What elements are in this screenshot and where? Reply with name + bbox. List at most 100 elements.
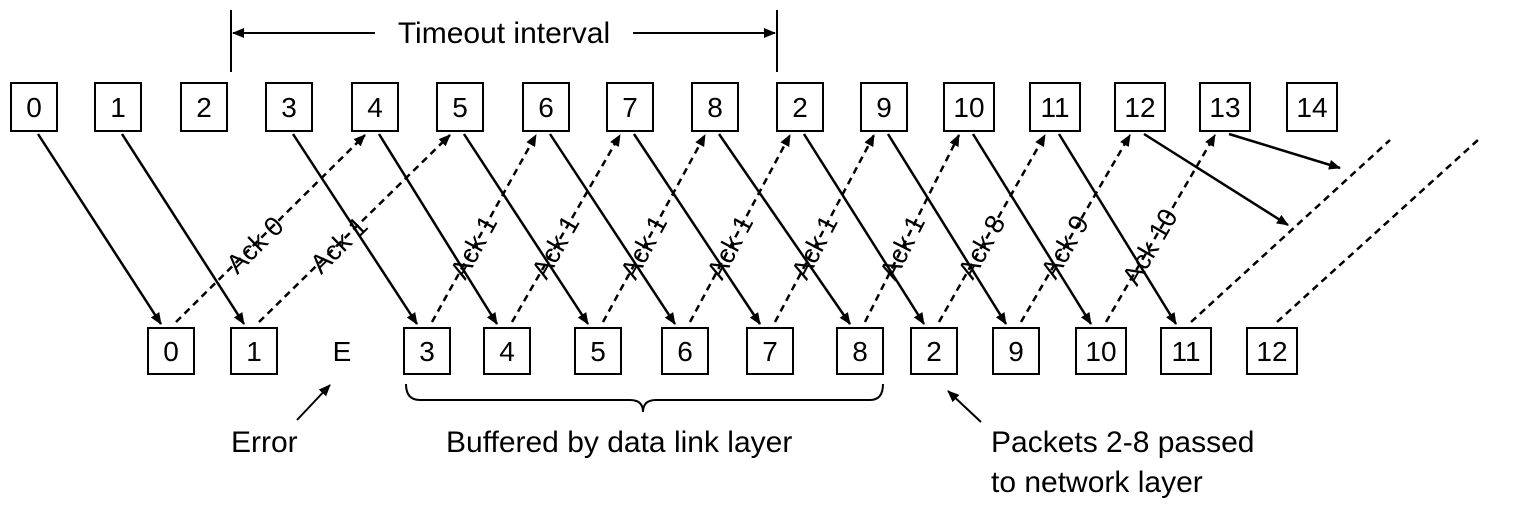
receiver-frame-label: 0 [163,336,179,367]
receiver-frame: 10 [1075,327,1127,375]
error-label: Error [231,426,298,459]
receiver-frame-box [483,327,531,375]
sender-frame-box [1286,82,1338,132]
error-annotation: Error [231,384,331,459]
sender-frame-box [943,82,995,132]
sender-frame-label: 2 [196,92,212,123]
sender-frame-box [1114,82,1166,132]
receiver-frame: E [333,336,352,367]
receiver-frame-label: 8 [852,336,868,367]
sender-frame-box [351,82,399,132]
sender-frame: 0 [10,82,58,132]
receiver-frame: 7 [746,327,794,375]
frame-transmission-line [802,133,926,325]
receiver-frames: 0 1 E 3 4 5 6 7 8 2 9 10 11 12 [147,327,1298,375]
receiver-frame-label: 12 [1256,336,1287,367]
sender-frame: 5 [436,82,484,132]
frame-transmission-line [462,133,590,325]
receiver-frame-box [661,327,709,375]
ack-label: Ack 1 [444,210,503,284]
receiver-frame-label: 7 [762,336,778,367]
receiver-frame: 4 [483,327,531,375]
frame-transmission-line [971,133,1093,325]
ack-label: Ack 10 [1116,204,1183,290]
receiver-frame-box [910,327,958,375]
receiver-frame: 6 [661,327,709,375]
sender-frame-label: 8 [707,92,723,123]
receiver-frame-box [992,327,1040,375]
error-frame-marker: E [333,336,352,367]
ack-line [1276,139,1479,323]
receiver-frame-label: 11 [1171,336,1200,367]
sender-frame: 10 [943,82,995,132]
receiver-frame: 3 [403,327,451,375]
receiver-frame: 9 [992,327,1040,375]
ack-label: Ack 1 [786,210,844,284]
ack-line [1104,134,1217,323]
receiver-frame: 12 [1246,327,1298,375]
receiver-frame-box [746,327,794,375]
transmission-lines [36,132,1479,325]
sender-frame-label: 5 [452,92,468,123]
frame-transmission-line [632,133,762,325]
ack-line [1190,139,1391,323]
sender-frame: 2 [776,82,824,132]
buffered-label: Buffered by data link layer [446,426,792,459]
frame-transmission-line [548,133,677,325]
receiver-frame-box [230,327,278,375]
receiver-frame-label: 4 [499,336,515,367]
frame-transmission-line [36,133,163,325]
sender-frame-label: 3 [281,92,297,123]
ack-line [1019,134,1132,323]
sender-frame-box [860,82,908,132]
sender-frame-label: 11 [1040,92,1069,123]
packets-passed-label-line2: to network layer [991,466,1203,499]
receiver-frame-label: 10 [1085,336,1116,367]
frame-transmission-line [120,133,246,325]
sender-frame: 9 [860,82,908,132]
sender-frames: 0 1 2 3 4 5 6 7 8 2 9 10 11 12 13 14 [10,82,1338,132]
frame-transmission-line [1143,132,1289,227]
receiver-frame: 1 [230,327,278,375]
receiver-frame-box [1075,327,1127,375]
sender-frame: 12 [1114,82,1166,132]
sender-frame-box [606,82,654,132]
sender-frame-label: 12 [1124,92,1155,123]
receiver-frame: 8 [836,327,884,375]
frame-transmission-line [1228,132,1341,170]
frame-transmission-line [717,133,852,325]
timeout-interval-label: Timeout interval [398,17,610,50]
receiver-frame: 2 [910,327,958,375]
packets-passed-annotation: Packets 2-8 passed to network layer [947,390,1254,499]
frame-transmission-line [377,133,499,325]
sender-frame: 1 [94,82,142,132]
packets-passed-label-line1: Packets 2-8 passed [991,426,1254,459]
ack-line [258,134,451,323]
receiver-frame-box [147,327,195,375]
receiver-frame-box [1160,327,1212,375]
sender-frame-box [265,82,313,132]
timeout-interval-marker: Timeout interval [230,10,778,72]
sender-frame: 3 [265,82,313,132]
sender-frame-label: 10 [953,92,984,123]
sender-frame: 14 [1286,82,1338,132]
receiver-frame-label: 3 [419,336,435,367]
sender-frame-label: 13 [1209,92,1240,123]
sender-frame-box [1199,82,1251,132]
receiver-frame-label: 9 [1008,336,1024,367]
ack-line [175,134,366,323]
receiver-frame-label: 2 [926,336,942,367]
sender-frame: 2 [180,82,228,132]
sender-frame-label: 9 [876,92,892,123]
sender-frame-box [180,82,228,132]
sender-frame-box [691,82,739,132]
sender-frame-label: 7 [622,92,638,123]
sender-frame-box [1029,82,1081,132]
sender-frame: 4 [351,82,399,132]
receiver-frame-box [403,327,451,375]
ack-label: Ack 1 [526,210,586,283]
sender-frame-label: 2 [792,92,808,123]
frame-transmission-line [1057,133,1178,325]
sender-frame: 7 [606,82,654,132]
